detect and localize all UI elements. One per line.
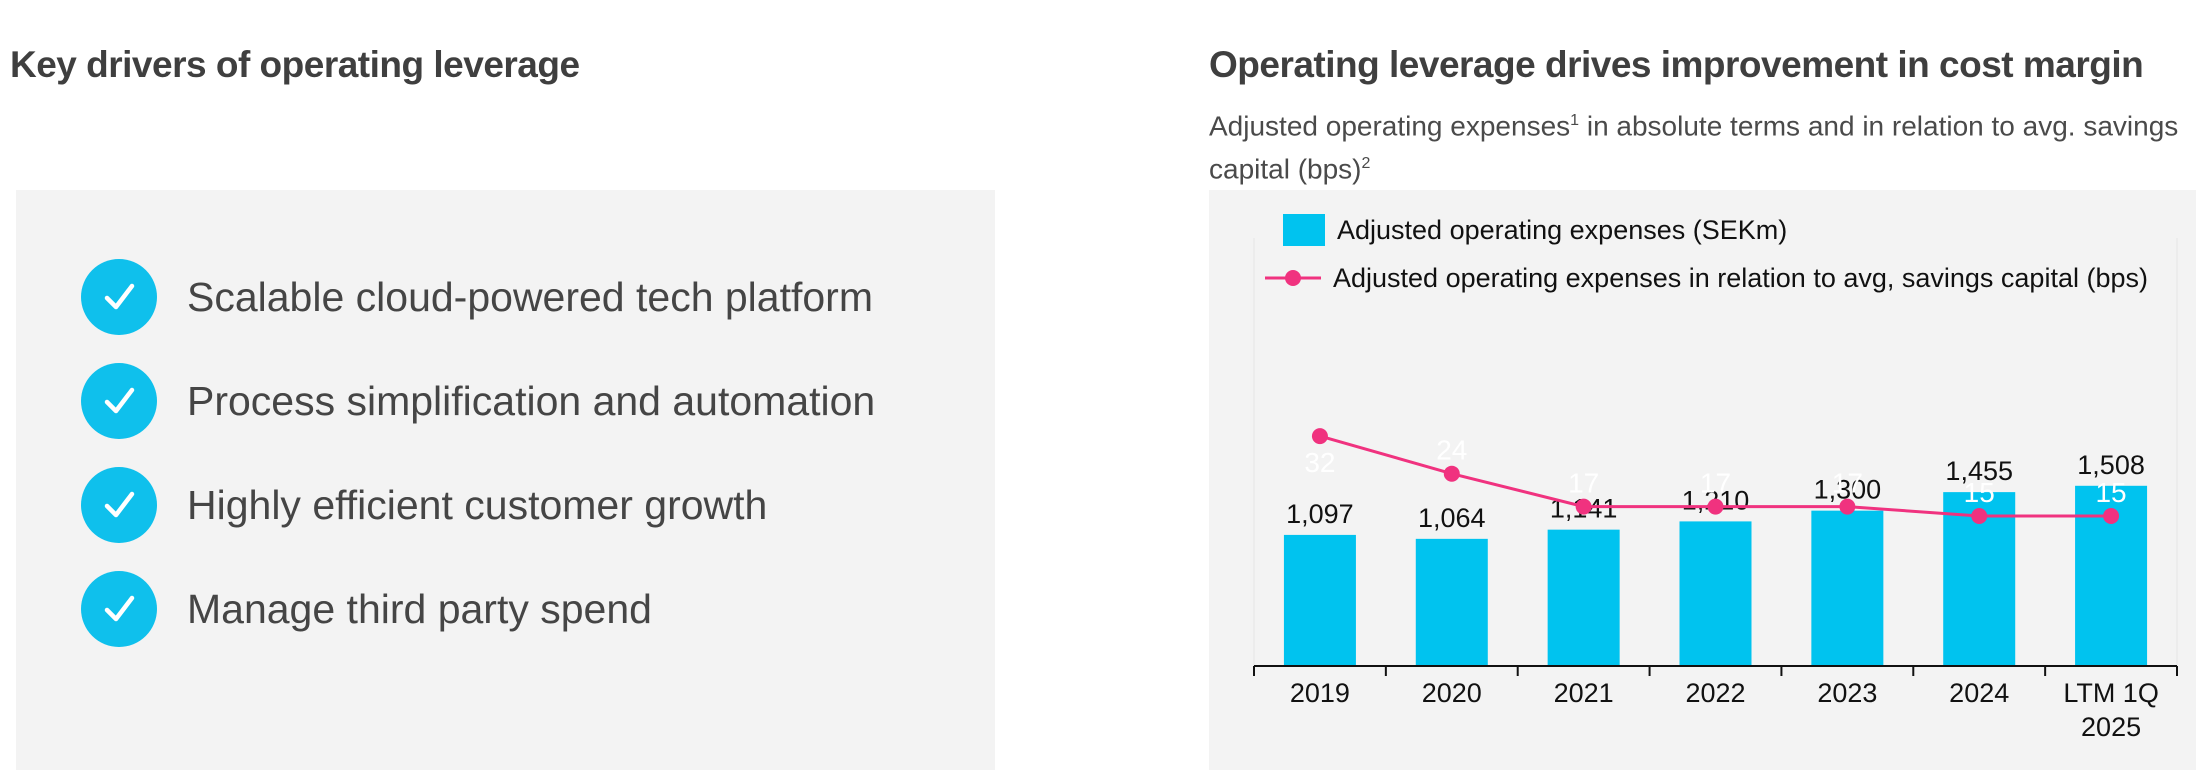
x-tick-label: 2019 [1290,678,1350,708]
footnote-2: 2 [1361,155,1371,173]
line-value-label: 32 [1304,447,1335,478]
bar [1283,534,1356,666]
line-point [1443,465,1460,482]
legend-swatch-bar [1283,214,1325,246]
drivers-panel: Scalable cloud-powered tech platform Pro… [16,190,995,770]
line-value-label: 15 [2095,477,2126,508]
check-icon [81,363,157,439]
bar [1415,538,1488,666]
line-point [1971,508,1988,524]
line-value-label: 17 [1568,468,1599,499]
line-point [1707,498,1724,515]
driver-label: Process simplification and automation [187,377,876,424]
x-tick-label: 2023 [1817,678,1877,708]
x-tick-label: 2024 [1949,678,2009,708]
line-value-label: 17 [1700,468,1731,499]
bar-value-label: 1,064 [1418,503,1486,533]
legend-swatch-line [1265,270,1321,286]
line-point [1311,428,1328,445]
x-tick-label: LTM 1Q 2025 [2063,678,2159,742]
bar-value-label: 1,455 [1945,456,2013,486]
check-icon [81,259,157,335]
bar [1811,510,1884,666]
line-value-label: 24 [1436,435,1467,466]
legend-item-bars: Adjusted operating expenses (SEKm) [1283,214,1787,246]
x-tick-label: 2022 [1685,678,1745,708]
left-section-title: Key drivers of operating leverage [10,44,580,85]
driver-item: Manage third party spend [81,571,652,647]
bar [1547,529,1620,666]
legend-label-bars: Adjusted operating expenses (SEKm) [1337,214,1788,245]
driver-item: Scalable cloud-powered tech platform [81,259,873,335]
chart-plot: 1,0971,0641,1411,2101,3001,4551,50820192… [1253,238,2178,742]
bar-value-label: 1,097 [1286,499,1354,529]
chart-section-title: Operating leverage drives improvement in… [1209,44,2144,85]
footnote-1: 1 [1570,112,1580,129]
chart-panel: Adjusted operating expenses (SEKm) Adjus… [1209,190,2196,770]
legend-label-line: Adjusted operating expenses in relation … [1333,262,2148,293]
driver-label: Scalable cloud-powered tech platform [187,273,873,320]
legend-item-line: Adjusted operating expenses in relation … [1265,262,2148,294]
line-value-label: 17 [1832,468,1863,499]
x-tick-label: 2021 [1554,678,1614,708]
chart-subtitle: Adjusted operating expenses1 in absolute… [1209,102,2194,189]
driver-label: Highly efficient customer growth [187,481,768,528]
line-point [2103,508,2120,524]
driver-label: Manage third party spend [187,585,652,632]
check-icon [81,571,157,647]
line-value-label: 15 [1964,477,1995,508]
line-point [1839,498,1856,515]
line-point [1575,498,1592,515]
bar [1679,521,1752,666]
check-icon [81,467,157,543]
driver-item: Process simplification and automation [81,363,875,439]
x-tick-label: 2020 [1422,678,1482,708]
driver-item: Highly efficient customer growth [81,467,767,543]
bar-value-label: 1,508 [2077,450,2145,480]
subtitle-text-b: in absolute terms and in relation to avg… [1209,110,2179,185]
subtitle-text-a: Adjusted operating expenses [1209,110,1571,142]
